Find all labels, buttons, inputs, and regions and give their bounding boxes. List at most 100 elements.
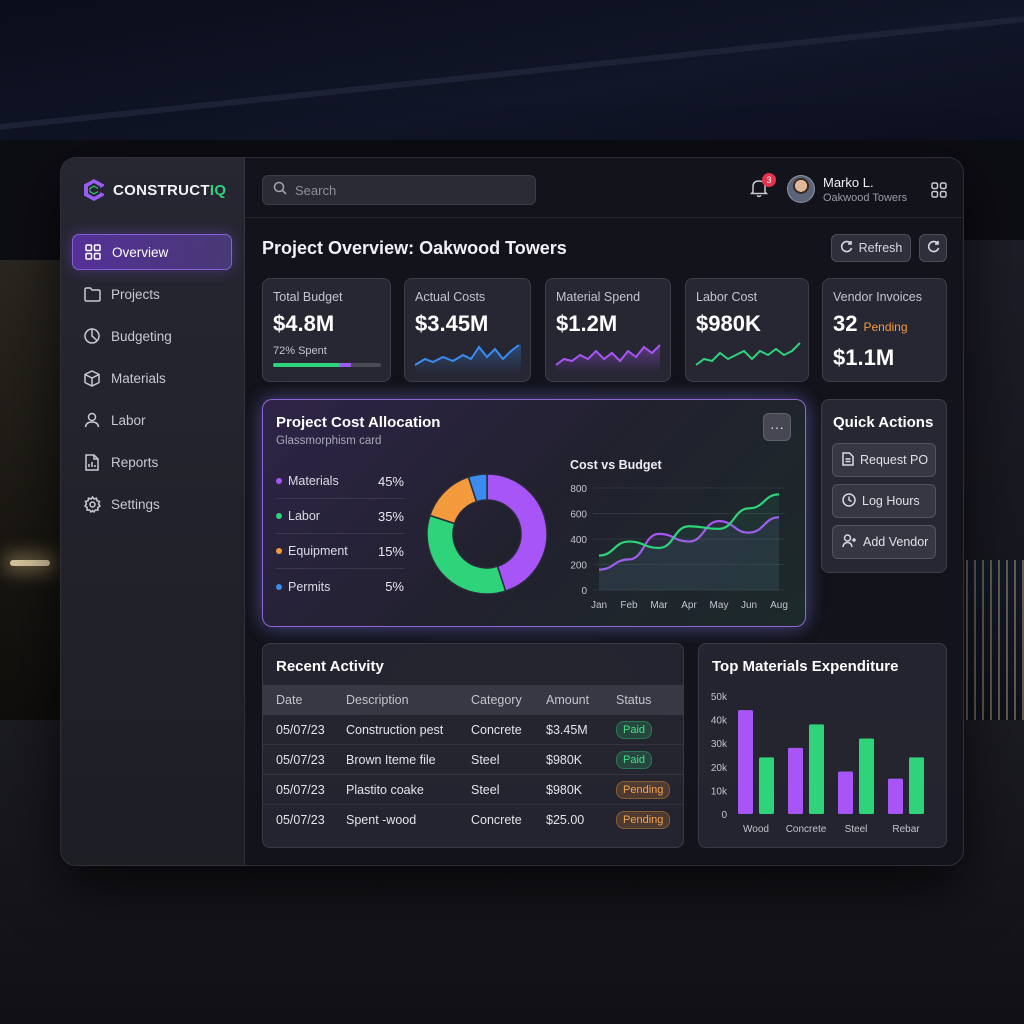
legend-dot xyxy=(276,478,282,484)
table-row[interactable]: 05/07/23 Plastito coake Steel $980K Pend… xyxy=(263,775,683,805)
bar-rebar-0[interactable] xyxy=(888,778,903,814)
pie-chart-icon xyxy=(83,327,101,345)
x-tick-label: Steel xyxy=(845,824,868,835)
sidebar-item-settings[interactable]: Settings xyxy=(72,486,232,522)
x-tick-label: May xyxy=(710,600,729,611)
top-bar: 3 Marko L. Oakwood Towers xyxy=(245,158,963,218)
sidebar-item-labor[interactable]: Labor xyxy=(72,402,232,438)
bar-steel-0[interactable] xyxy=(838,771,853,814)
x-tick-label: Jan xyxy=(591,600,607,611)
series-area xyxy=(599,494,779,590)
table-row[interactable]: 05/07/23 Spent -wood Concrete $25.00 Pen… xyxy=(263,805,683,835)
legend-value: 45% xyxy=(377,473,404,489)
donut-slice-permits[interactable] xyxy=(467,473,488,503)
legend-item-materials: Materials 45% xyxy=(276,464,404,499)
sidebar-item-projects[interactable]: Projects xyxy=(72,276,232,312)
kpi-label: Total Budget xyxy=(273,290,343,304)
search-icon xyxy=(273,181,287,200)
brand-name: CONSTRUCTIQ xyxy=(113,181,227,199)
search-input[interactable] xyxy=(295,182,515,198)
legend-label: Labor xyxy=(288,509,320,523)
background-light xyxy=(10,560,50,566)
sidebar-item-budgeting[interactable]: Budgeting xyxy=(72,318,232,354)
bar-rebar-1[interactable] xyxy=(909,757,924,814)
materials-chart-title: Top Materials Expenditure xyxy=(712,658,899,675)
sparkline-green xyxy=(695,342,801,366)
bar-concrete-0[interactable] xyxy=(788,747,803,814)
sidebar-item-label: Materials xyxy=(111,370,166,386)
user-project: Oakwood Towers xyxy=(823,192,908,204)
more-options-button[interactable]: ··· xyxy=(763,413,791,441)
quick-actions-panel: Quick Actions Request PO Log Hours Add V… xyxy=(821,399,947,573)
column-header[interactable]: Date xyxy=(276,693,303,707)
x-tick-label: Concrete xyxy=(786,824,827,835)
reload-icon-button[interactable] xyxy=(919,234,947,262)
add-vendor-button[interactable]: Add Vendor xyxy=(832,525,936,559)
request-po-button[interactable]: Request PO xyxy=(832,443,936,477)
card-title: Project Cost Allocation xyxy=(276,414,441,431)
budget-progress-bar xyxy=(273,363,381,367)
user-name: Marko L. xyxy=(823,175,874,190)
brand[interactable]: CONSTRUCTIQ xyxy=(83,178,226,202)
kpi-vendor-invoices[interactable]: Vendor Invoices 32 Pending $1.1M xyxy=(822,278,947,382)
table-row[interactable]: 05/07/23 Brown Iteme file Steel $980K Pa… xyxy=(263,745,683,775)
donut-chart xyxy=(426,473,548,595)
legend-item-permits: Permits 5% xyxy=(276,569,404,604)
bar-wood-0[interactable] xyxy=(738,710,753,814)
column-header[interactable]: Description xyxy=(346,693,409,707)
donut-slice-equipment[interactable] xyxy=(428,475,478,525)
kpi-label: Labor Cost xyxy=(696,290,758,304)
apps-grid-icon[interactable] xyxy=(931,182,947,203)
sidebar-item-reports[interactable]: Reports xyxy=(72,444,232,480)
refresh-button[interactable]: Refresh xyxy=(831,234,911,262)
sidebar-item-materials[interactable]: Materials xyxy=(72,360,232,396)
table-row[interactable]: 05/07/23 Construction pest Concrete $3.4… xyxy=(263,715,683,745)
cube-icon xyxy=(83,369,101,387)
donut-slice-materials[interactable] xyxy=(486,473,548,593)
kpi-total-budget[interactable]: Total Budget $4.8M 72% Spent xyxy=(262,278,391,382)
avatar[interactable] xyxy=(787,175,815,203)
status-badge: Paid xyxy=(616,751,653,769)
document-icon xyxy=(842,451,854,469)
refresh-label: Refresh xyxy=(858,241,903,255)
kpi-material-spend[interactable]: Material Spend $1.2M xyxy=(545,278,671,382)
column-header[interactable]: Category xyxy=(471,693,522,707)
sidebar-item-overview[interactable]: Overview xyxy=(72,234,232,270)
card-subtitle: Glassmorphism card xyxy=(276,435,382,447)
cell-status: Pending xyxy=(616,775,671,805)
cell-category: Concrete xyxy=(471,723,522,737)
y-tick-label: 30k xyxy=(711,739,728,750)
kpi-value: $3.45M xyxy=(415,311,489,336)
legend-dot xyxy=(276,548,282,554)
cell-amount: $25.00 xyxy=(546,813,585,827)
cell-description: Construction pest xyxy=(346,723,444,737)
y-tick-label: 400 xyxy=(570,535,587,546)
cell-category: Steel xyxy=(471,783,500,797)
bar-concrete-1[interactable] xyxy=(809,724,824,814)
series-area xyxy=(599,517,779,590)
x-tick-label: Jun xyxy=(741,600,757,611)
donut-slice-labor[interactable] xyxy=(426,514,507,595)
kpi-value: $980K xyxy=(696,311,761,336)
button-label: Add Vendor xyxy=(863,535,929,549)
line-chart-title: Cost vs Budget xyxy=(570,458,662,472)
kpi-subtext: 72% Spent xyxy=(273,345,327,357)
budget-progress-fill xyxy=(273,363,351,367)
x-tick-label: Feb xyxy=(620,600,638,611)
y-tick-label: 200 xyxy=(570,561,587,572)
legend-label: Equipment xyxy=(288,544,348,558)
search-box[interactable] xyxy=(262,175,536,205)
sidebar-item-label: Budgeting xyxy=(111,328,172,344)
column-header[interactable]: Amount xyxy=(546,693,590,707)
kpi-actual-costs[interactable]: Actual Costs $3.45M xyxy=(404,278,531,382)
legend-label: Materials xyxy=(288,474,339,488)
bar-wood-1[interactable] xyxy=(759,757,774,814)
kpi-label: Actual Costs xyxy=(415,290,486,304)
kpi-labor-cost[interactable]: Labor Cost $980K xyxy=(685,278,809,382)
y-tick-label: 50k xyxy=(711,692,728,703)
notifications-button[interactable]: 3 xyxy=(749,173,776,200)
log-hours-button[interactable]: Log Hours xyxy=(832,484,936,518)
column-header[interactable]: Status xyxy=(616,693,652,707)
bar-steel-1[interactable] xyxy=(859,738,874,814)
sidebar-item-label: Settings xyxy=(111,496,160,512)
